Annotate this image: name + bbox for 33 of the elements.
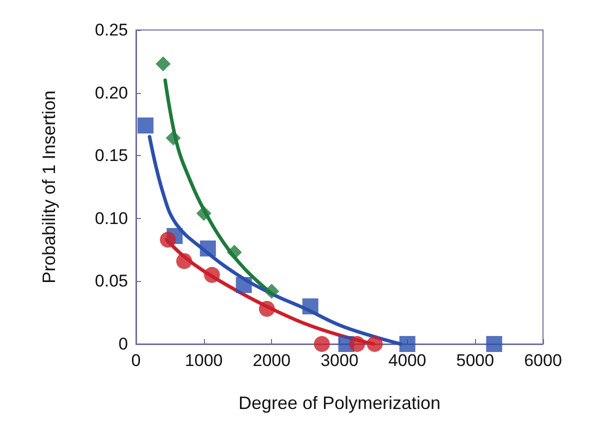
x-tick-label: 1000 <box>184 351 223 370</box>
point <box>302 298 318 314</box>
x-tick-label: 6000 <box>524 351 562 370</box>
point <box>200 240 216 257</box>
point <box>166 130 181 146</box>
y-tick-label: 0 <box>118 334 128 354</box>
point <box>366 336 383 352</box>
point <box>204 266 220 283</box>
x-tick-label: 0 <box>131 351 141 370</box>
point <box>349 336 366 352</box>
point <box>258 300 275 317</box>
y-axis-title: Probability of 1 Insertion <box>39 90 59 284</box>
x-tick-label: 5000 <box>456 351 494 370</box>
x-axis-title: Degree of Polymerization <box>238 393 441 413</box>
point <box>236 276 252 293</box>
y-tick-label: 0.05 <box>94 272 128 291</box>
x-tick-label: 3000 <box>320 351 358 370</box>
point <box>176 253 192 270</box>
x-tick-label: 2000 <box>252 351 291 370</box>
point <box>486 336 502 352</box>
point <box>226 244 242 260</box>
y-tick-label: 0.25 <box>94 20 128 40</box>
y-tick-label: 0.20 <box>94 83 128 102</box>
point <box>156 56 171 72</box>
point <box>314 336 330 352</box>
point <box>196 206 212 221</box>
point <box>160 232 176 248</box>
y-tick-label: 0.10 <box>94 208 128 228</box>
x-tick-label: 4000 <box>388 351 426 370</box>
point <box>264 284 280 299</box>
point <box>137 117 154 134</box>
point <box>399 336 416 352</box>
y-tick-label: 0.15 <box>94 146 128 166</box>
